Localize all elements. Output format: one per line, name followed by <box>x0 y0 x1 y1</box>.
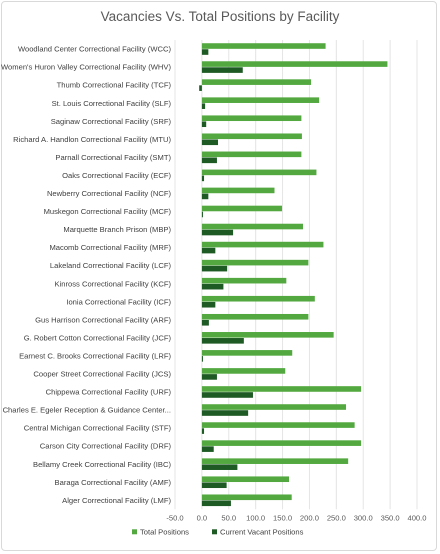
legend-label-vacant: Current Vacant Positions <box>220 527 304 536</box>
bar-total-positions <box>201 313 309 320</box>
bar-total-positions <box>201 386 362 392</box>
category-label: Parnall Correctional Facility (SMT) <box>55 153 171 162</box>
bar-current-vacant <box>201 464 238 470</box>
x-tick-label: 0.0 <box>197 513 208 522</box>
category-label: Earnest C. Brooks Correctional Facility … <box>19 351 171 360</box>
bar-total-positions <box>201 223 303 230</box>
bar-total-positions <box>201 332 334 338</box>
bar-total-positions <box>201 494 292 501</box>
bar-current-vacant <box>201 103 206 109</box>
legend-swatch-total <box>132 529 137 535</box>
x-tick-label: 200.0 <box>300 513 319 522</box>
bar-total-positions <box>201 277 287 284</box>
category-label: Lakeland Correctional Facility (LCF) <box>50 261 172 270</box>
category-label: Oaks Correctional Facility (ECF) <box>62 171 171 180</box>
bar-current-vacant <box>201 67 243 73</box>
bar-total-positions <box>201 43 326 49</box>
category-label: Carson City Correctional Facility (DRF) <box>40 442 172 451</box>
bar-current-vacant <box>201 211 203 218</box>
x-tick-label: 400.0 <box>407 513 426 522</box>
bar-total-positions <box>201 169 317 176</box>
bar-total-positions <box>201 151 302 158</box>
category-label: Bellamy Creek Correctional Facility (IBC… <box>33 460 171 469</box>
bar-current-vacant <box>201 229 234 236</box>
bar-total-positions <box>201 61 388 67</box>
bar-current-vacant <box>201 121 207 128</box>
bar-total-positions <box>201 295 315 302</box>
x-tick-label: -50.0 <box>166 513 183 522</box>
bar-total-positions <box>201 187 275 194</box>
category-label: Baraga Correctional Facility (AMF) <box>55 478 172 487</box>
x-tick-label: 50.0 <box>221 513 236 522</box>
bar-total-positions <box>201 422 355 428</box>
bar-current-vacant <box>201 392 253 398</box>
category-label: Marquette Branch Prison (MBP) <box>63 225 171 234</box>
bar-total-positions <box>201 440 362 446</box>
category-label: Woodland Center Correctional Facility (W… <box>18 45 172 54</box>
bar-current-vacant <box>201 175 205 182</box>
bar-total-positions <box>201 350 293 356</box>
bar-current-vacant <box>201 301 216 308</box>
bar-current-vacant <box>201 428 205 434</box>
bar-total-positions <box>201 97 320 103</box>
bar-total-positions <box>201 79 312 85</box>
bar-total-positions <box>201 404 347 410</box>
bar-total-positions <box>201 368 286 374</box>
category-label: St. Louis Correctional Facility (SLF) <box>52 99 172 108</box>
category-label: Cooper Street Correctional Facility (JCS… <box>33 370 171 379</box>
category-label: Muskegon Correctional Facility (MCF) <box>44 207 172 216</box>
bar-current-vacant <box>201 193 209 200</box>
bar-current-vacant <box>201 500 231 507</box>
category-label: Gus Harrison Correctional Facility (ARF) <box>35 315 171 324</box>
bar-total-positions <box>201 241 324 248</box>
bar-total-positions <box>201 259 309 266</box>
category-label: Thumb Correctional Facility (TCF) <box>57 81 172 90</box>
bar-current-vacant <box>201 49 209 55</box>
bar-total-positions <box>201 476 290 483</box>
x-tick-label: 300.0 <box>354 513 373 522</box>
bar-total-positions <box>201 115 302 122</box>
chart-title: Vacancies Vs. Total Positions by Facilit… <box>100 9 340 24</box>
bar-current-vacant <box>201 283 224 290</box>
legend-label-total: Total Positions <box>140 527 189 536</box>
bar-current-vacant <box>201 482 227 489</box>
legend-swatch-vacant <box>212 529 217 535</box>
bar-current-vacant <box>201 374 217 380</box>
category-label: Charles E. Egeler Reception & Guidance C… <box>3 406 171 415</box>
category-label: Women's Huron Valley Correctional Facili… <box>1 63 171 72</box>
bar-current-vacant <box>201 410 249 416</box>
bar-current-vacant <box>201 319 209 326</box>
category-label: Saginaw Correctional Facility (SRF) <box>51 117 172 126</box>
bar-current-vacant <box>201 356 203 362</box>
category-label: Macomb Correctional Facility (MRF) <box>49 243 171 252</box>
category-label: Kinross Correctional Facility (KCF) <box>55 279 172 288</box>
category-label: Richard A. Handlon Correctional Facility… <box>13 135 171 144</box>
bar-current-vacant <box>201 247 216 254</box>
x-tick-label: 100.0 <box>246 513 265 522</box>
category-label: Ionia Correctional Facility (ICF) <box>66 297 171 306</box>
bar-total-positions <box>201 458 349 464</box>
x-tick-label: 250.0 <box>327 513 346 522</box>
category-label: Central Michigan Correctional Facility (… <box>24 424 172 433</box>
bar-current-vacant <box>201 265 228 272</box>
category-label: G. Robert Cotton Correctional Facility (… <box>24 333 172 342</box>
bar-current-vacant <box>201 157 217 164</box>
bar-current-vacant <box>201 446 214 452</box>
category-label: Alger Correctional Facility (LMF) <box>62 496 171 505</box>
bar-total-positions <box>201 205 283 212</box>
bar-current-vacant <box>199 85 202 91</box>
x-tick-label: 150.0 <box>273 513 292 522</box>
bar-current-vacant <box>201 338 244 344</box>
bar-current-vacant <box>201 139 219 146</box>
x-tick-label: 350.0 <box>381 513 400 522</box>
category-label: Newberry Correctional Facility (NCF) <box>47 189 172 198</box>
bar-total-positions <box>201 133 302 140</box>
category-label: Chippewa Correctional Facility (URF) <box>46 388 172 397</box>
